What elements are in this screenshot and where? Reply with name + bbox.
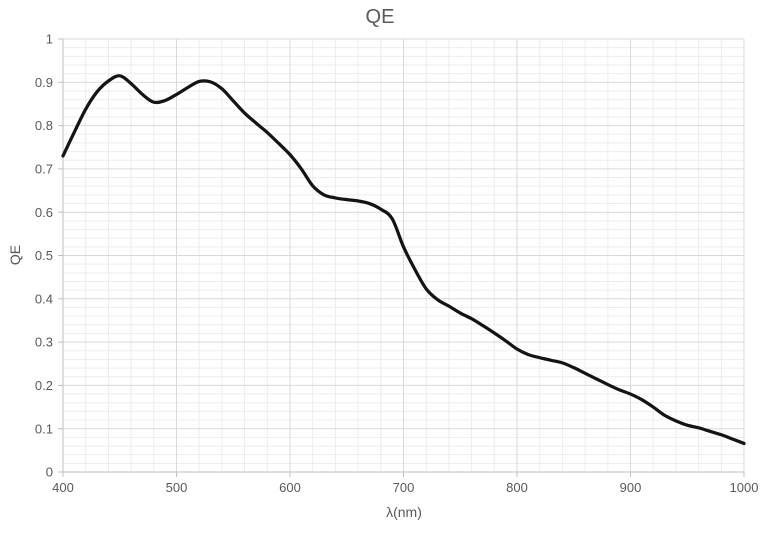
major-gridlines <box>63 38 745 472</box>
x-tick-label: 700 <box>393 480 415 495</box>
y-tick-label: 0.3 <box>35 335 53 350</box>
x-axis-title: λ(nm) <box>386 504 422 520</box>
y-axis-title: QE <box>7 245 23 265</box>
y-tick-label: 0.2 <box>35 378 53 393</box>
y-tick-label: 1 <box>46 32 53 47</box>
tick-labels: 400 500 600 700 800 900 1000 0 0.1 0.2 0.3 0.4 0.5 0.… <box>35 32 759 495</box>
y-tick-label: 0.6 <box>35 205 53 220</box>
y-tick-label: 0.1 <box>35 421 53 436</box>
x-tick-label: 400 <box>52 480 74 495</box>
x-tick-label: 1000 <box>730 480 759 495</box>
x-tick-label: 900 <box>620 480 642 495</box>
x-tick-label: 600 <box>279 480 301 495</box>
y-tick-label: 0.8 <box>35 118 53 133</box>
qe-series-line <box>61 74 746 446</box>
axis-lines <box>58 38 745 477</box>
y-tick-label: 0.5 <box>35 248 53 263</box>
x-tick-label: 800 <box>506 480 528 495</box>
y-tick-label: 0.7 <box>35 161 53 176</box>
x-tick-label: 500 <box>166 480 188 495</box>
y-tick-label: 0.4 <box>35 291 53 306</box>
y-tick-label: 0 <box>46 465 53 480</box>
chart-title: QE <box>366 6 395 28</box>
y-tick-label: 0.9 <box>35 75 53 90</box>
